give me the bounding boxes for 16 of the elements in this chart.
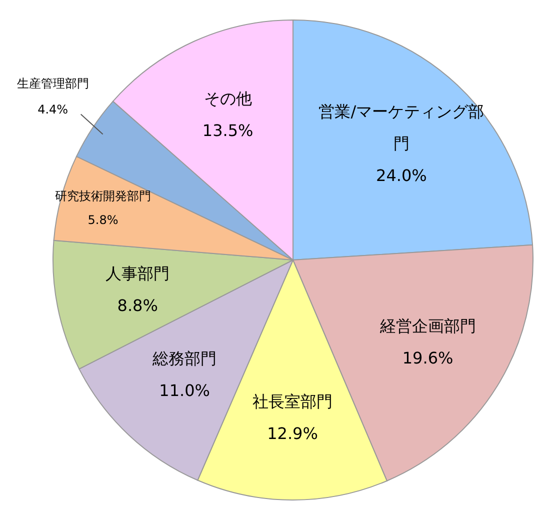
data-label: 11.0%	[159, 380, 210, 400]
data-label: 5.8%	[88, 212, 118, 227]
data-label: 8.8%	[117, 296, 158, 316]
data-label: 13.5%	[202, 121, 254, 140]
slice-label: 社長室部門	[252, 392, 332, 411]
data-label: 24.0%	[376, 166, 427, 185]
slice-label: 研究技術開発部門	[55, 188, 152, 203]
data-label: 12.9%	[267, 424, 318, 443]
slice-label: 経営企画部門	[378, 316, 476, 336]
data-label: 4.4%	[38, 102, 68, 117]
slice-label: その他	[204, 89, 252, 108]
slice-label: 生産管理部門	[16, 76, 89, 91]
slice-label: 人事部門	[106, 264, 170, 284]
data-label: 19.6%	[402, 348, 454, 368]
slice-label: 総務部門	[152, 348, 217, 368]
slice-label: 営業/マーケティング部門	[318, 102, 484, 153]
